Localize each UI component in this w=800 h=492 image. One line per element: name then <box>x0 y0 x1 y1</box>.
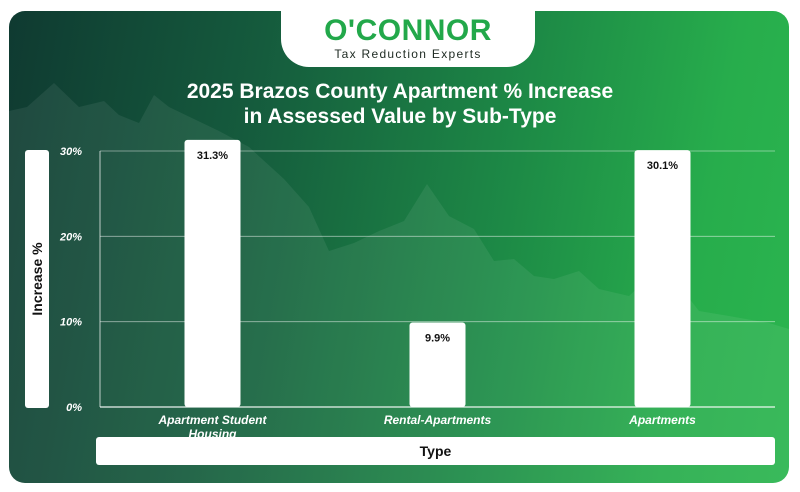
x-tick-label: Apartments <box>628 413 696 427</box>
x-tick-label: Apartment Student <box>158 413 268 427</box>
y-tick-label: 0% <box>66 402 82 414</box>
bar-value-label: 30.1% <box>647 160 678 172</box>
logo-tab: O'CONNOR Tax Reduction Experts <box>281 11 535 67</box>
bar <box>409 322 466 407</box>
brand-logo: O'CONNOR <box>324 14 492 47</box>
brand-tagline: Tax Reduction Experts <box>334 47 482 61</box>
bar <box>184 139 241 407</box>
y-tick-label: 10% <box>60 317 82 329</box>
x-axis-label: Type <box>419 443 452 459</box>
chart-title-line-2: in Assessed Value by Sub-Type <box>243 105 557 128</box>
x-tick-label: Rental-Apartments <box>384 413 492 427</box>
x-tick-label: Housing <box>189 427 238 441</box>
bar <box>634 150 691 407</box>
y-tick-label: 30% <box>60 146 82 158</box>
bar-value-label: 31.3% <box>197 150 228 162</box>
bar-value-label: 9.9% <box>425 333 450 345</box>
x-axis-label-box: Type <box>96 437 775 465</box>
chart-title-line-1: 2025 Brazos County Apartment % Increase <box>186 80 614 103</box>
y-tick-label: 20% <box>59 231 82 243</box>
y-axis-label-box <box>25 150 49 408</box>
